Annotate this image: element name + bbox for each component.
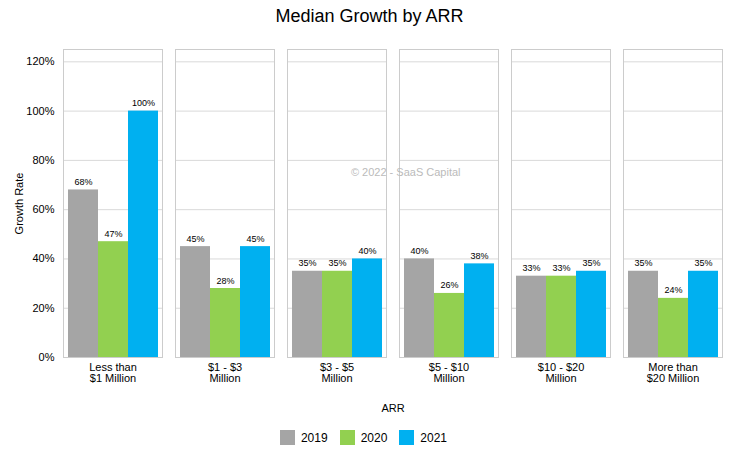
svg-text:24%: 24% — [664, 285, 682, 295]
svg-text:35%: 35% — [634, 258, 652, 268]
svg-text:40%: 40% — [358, 246, 376, 256]
svg-text:0%: 0% — [39, 351, 55, 363]
svg-text:$1 - $3Million: $1 - $3Million — [208, 361, 242, 384]
svg-text:26%: 26% — [440, 280, 458, 290]
html-text:2021: 2021 — [420, 430, 447, 445]
html-text:2020: 2020 — [360, 430, 388, 445]
svg-text:33%: 33% — [522, 263, 540, 273]
svg-text:45%: 45% — [186, 234, 204, 244]
svg-text:Less than$1 Million: Less than$1 Million — [89, 361, 137, 384]
svg-text:45%: 45% — [246, 234, 264, 244]
html-text:Median Growth by ARR: Median Growth by ARR — [275, 6, 464, 26]
svg-text:More than$20 Million: More than$20 Million — [647, 361, 700, 384]
svg-text:Growth Rate: Growth Rate — [13, 173, 25, 235]
svg-text:35%: 35% — [582, 258, 600, 268]
html-text:2019: 2019 — [300, 430, 328, 445]
svg-text:68%: 68% — [74, 177, 92, 187]
svg-text:35%: 35% — [298, 258, 316, 268]
svg-text:120%: 120% — [26, 55, 54, 67]
svg-text:80%: 80% — [32, 154, 54, 166]
svg-text:20%: 20% — [32, 302, 54, 314]
svg-text:47%: 47% — [104, 229, 122, 239]
svg-text:$10 - $20Million: $10 - $20Million — [538, 361, 584, 384]
svg-text:38%: 38% — [470, 251, 488, 261]
html-text:© 2022 - SaaS Capital: © 2022 - SaaS Capital — [350, 166, 461, 179]
svg-text:60%: 60% — [32, 203, 54, 215]
svg-text:35%: 35% — [328, 258, 346, 268]
svg-text:ARR: ARR — [381, 402, 404, 414]
svg-text:28%: 28% — [216, 276, 234, 286]
svg-text:100%: 100% — [26, 105, 54, 117]
svg-text:100%: 100% — [132, 98, 155, 108]
svg-text:35%: 35% — [694, 258, 712, 268]
svg-text:$5 - $10Million: $5 - $10Million — [429, 361, 469, 384]
svg-text:40%: 40% — [32, 252, 54, 264]
svg-text:40%: 40% — [410, 246, 428, 256]
svg-text:33%: 33% — [552, 263, 570, 273]
svg-text:$3 - $5Million: $3 - $5Million — [320, 361, 354, 384]
